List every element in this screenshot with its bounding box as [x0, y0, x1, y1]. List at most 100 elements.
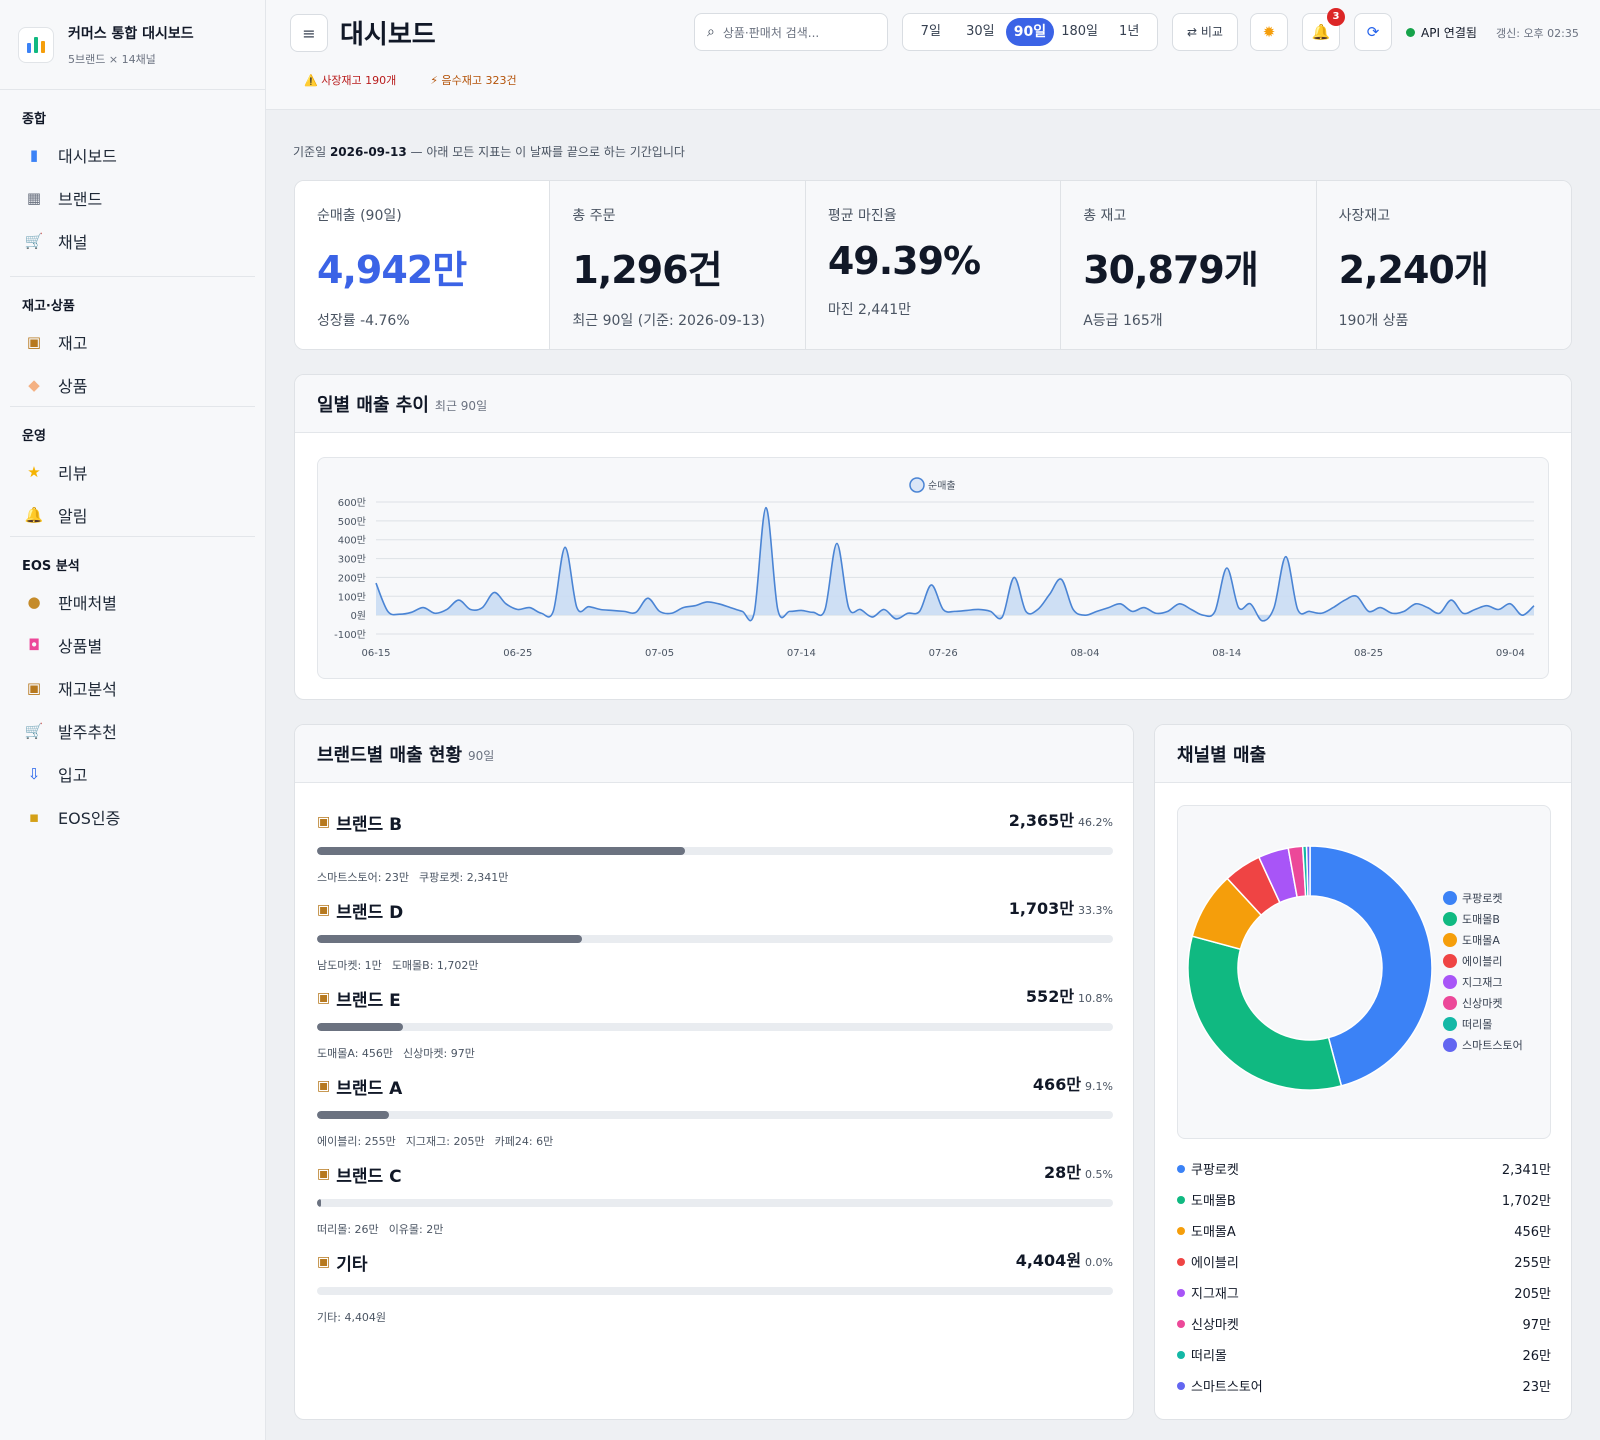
x-tick-label: 07-26	[929, 648, 958, 659]
range-option[interactable]: 30일	[966, 24, 995, 39]
sidebar-item[interactable]: ◆ 상품	[10, 363, 255, 406]
channel-amount: 97만	[1522, 1318, 1551, 1333]
legend-label: 지그재그	[1462, 976, 1502, 989]
channel-row[interactable]: 도매몰A 456만	[1177, 1215, 1551, 1246]
brand-row[interactable]: ▣ 브랜드 D 1,703만 33.3% 남도마켓: 1만 도매몰B: 1,702만	[317, 895, 1113, 973]
range-option[interactable]: 180일	[1061, 24, 1098, 39]
channel-row[interactable]: 도매몰B 1,702만	[1177, 1184, 1551, 1215]
sidebar-item[interactable]: ⇩ 입고	[10, 752, 255, 795]
brand-share-fill	[317, 846, 685, 855]
brand-name-label: 기타	[336, 1254, 368, 1275]
brand-percent: 33.3%	[1078, 904, 1113, 917]
sidebar-item[interactable]: 🛒 채널	[10, 219, 255, 262]
sidebar-item-label: 재고분석	[58, 679, 117, 699]
brand-row[interactable]: ▣ 기타 4,404원 0.0% 기타: 4,404원	[317, 1247, 1113, 1325]
sun-icon: ✹	[1262, 23, 1276, 41]
channel-row[interactable]: 신상마켓 97만	[1177, 1308, 1551, 1339]
box-icon: ▣	[317, 990, 331, 1006]
brand-name: ▣ 브랜드 B	[317, 810, 402, 835]
nav-section-heading: 재고·상품	[22, 299, 75, 314]
y-tick-label: 500만	[338, 516, 366, 528]
negative-stock-alert[interactable]: ⚡ 음수재고 323건	[430, 74, 517, 87]
nav-section: 재고·상품 ▣ 재고 ◆ 상품	[10, 276, 255, 406]
brand-name-label: 브랜드 E	[336, 990, 401, 1011]
kpi-card: 총 재고 30,879개 A등급 165개	[1061, 181, 1317, 349]
brand-percent: 46.2%	[1078, 816, 1113, 829]
inbox-icon: ⇩	[27, 764, 41, 783]
sidebar-item[interactable]: ◘ 상품별	[10, 623, 255, 666]
legend-label: 쿠팡로켓	[1462, 892, 1502, 905]
channel-row[interactable]: 스마트스토어 23만	[1177, 1370, 1551, 1401]
lock-icon: ▪	[28, 807, 40, 826]
y-tick-label: 0원	[350, 610, 366, 622]
range-option[interactable]: 90일	[1006, 18, 1054, 46]
refresh-button[interactable]: ⟳	[1354, 13, 1392, 51]
daily-sales-chart: 순매출 600만 500만 400만 300만 200만 100만 0원 -100만 06-15 0…	[317, 457, 1549, 679]
brand-row[interactable]: ▣ 브랜드 B 2,365만 46.2% 스마트스토어: 23만 쿠팡로켓: 2,341만	[317, 807, 1113, 885]
channel-row[interactable]: 쿠팡로켓 2,341만	[1177, 1153, 1551, 1184]
range-option[interactable]: 7일	[920, 24, 941, 39]
sidebar-item[interactable]: ▣ 재고	[10, 320, 255, 363]
compare-button[interactable]: ⇄ 비교	[1172, 13, 1238, 51]
card-title: 일별 매출 추이	[317, 394, 429, 416]
channel-name: 떠리몰	[1191, 1349, 1227, 1364]
donut-slice[interactable]	[1305, 845, 1311, 897]
breakdown-item: 기타: 4,404원	[317, 1310, 387, 1324]
search-input[interactable]: ⌕ 상품·판매처 검색...	[694, 13, 888, 51]
brand-name-label: 브랜드 A	[336, 1078, 403, 1099]
channel-sales-card: 채널별 매출 쿠팡로켓 도매몰B 도매몰A 에이블리 지그재그 신상마켓 떠리몰 스마트스토어…	[1154, 724, 1572, 1420]
nav-section: 종합 ▮ 대시보드 ▦ 브랜드 🛒 채널	[0, 90, 265, 276]
kpi-value: 49.39%	[827, 239, 981, 283]
brand-channel-breakdown: 남도마켓: 1만 도매몰B: 1,702만	[317, 957, 1113, 973]
nav-section-heading: 운영	[22, 429, 46, 444]
sidebar-item-label: EOS인증	[58, 808, 121, 828]
sidebar-item[interactable]: ★ 리뷰	[10, 450, 255, 493]
kpi-label: 총 주문	[572, 208, 616, 224]
channel-name: 스마트스토어	[1191, 1380, 1263, 1395]
channel-name: 지그재그	[1191, 1287, 1239, 1302]
channel-row[interactable]: 에이블리 255만	[1177, 1246, 1551, 1277]
dead-stock-alert[interactable]: ⚠️ 사장재고 190개	[304, 74, 397, 87]
kpi-card: 순매출 (90일) 4,942만 성장률 -4.76%	[295, 181, 551, 349]
page-title: 대시보드	[340, 20, 436, 50]
brand-row[interactable]: ▣ 브랜드 A 466만 9.1% 에이블리: 255만 지그재그: 205만 카페24: …	[317, 1071, 1113, 1149]
channel-donut-chart: 쿠팡로켓 도매몰B 도매몰A 에이블리 지그재그 신상마켓 떠리몰 스마트스토어	[1177, 805, 1551, 1139]
sidebar: 커머스 통합 대시보드 5브랜드 × 14채널 종합 ▮ 대시보드 ▦ 브랜드 🛒 채널 재고…	[0, 0, 266, 1440]
range-option[interactable]: 1년	[1119, 24, 1140, 39]
brand-amount: 28만 0.5%	[1044, 1159, 1113, 1183]
theme-toggle-button[interactable]: ✹	[1250, 13, 1288, 51]
donut-slice[interactable]	[1187, 935, 1343, 1091]
sidebar-item-label: 채널	[58, 232, 88, 252]
legend-label: 순매출	[928, 480, 956, 492]
sidebar-item[interactable]: 🔔 알림	[10, 493, 255, 536]
channel-row[interactable]: 지그재그 205만	[1177, 1277, 1551, 1308]
legend-swatch	[1443, 954, 1457, 968]
legend-swatch	[1443, 1017, 1457, 1031]
sidebar-item[interactable]: ● 판매처별	[10, 580, 255, 623]
kpi-value: 2,240개	[1338, 248, 1489, 292]
search-icon: ⌕	[707, 24, 715, 40]
app-brand[interactable]: 커머스 통합 대시보드 5브랜드 × 14채널	[0, 0, 265, 90]
brand-row[interactable]: ▣ 브랜드 C 28만 0.5% 떠리몰: 26만 이유몰: 2만	[317, 1159, 1113, 1237]
sidebar-item[interactable]: ▪ EOS인증	[10, 795, 255, 838]
breakdown-item: 스마트스토어: 23만	[317, 870, 410, 884]
notifications-button[interactable]: 🔔 3	[1302, 8, 1345, 51]
sidebar-item[interactable]: ▮ 대시보드	[10, 133, 255, 176]
brand-name: ▣ 브랜드 C	[317, 1162, 402, 1187]
brand-share-bar	[317, 1110, 1113, 1119]
sidebar-item[interactable]: 🛒 발주추천	[10, 709, 255, 752]
box-icon: ▣	[317, 1254, 331, 1270]
menu-toggle-button[interactable]: ≡	[290, 14, 328, 52]
channel-name: 도매몰B	[1191, 1194, 1236, 1209]
sidebar-item[interactable]: ▣ 재고분석	[10, 666, 255, 709]
sales-line	[375, 506, 1535, 622]
brand-channel-breakdown: 기타: 4,404원	[317, 1309, 1113, 1325]
sidebar-item[interactable]: ▦ 브랜드	[10, 176, 255, 219]
donut-slice[interactable]	[1309, 845, 1433, 1087]
brand-row[interactable]: ▣ 브랜드 E 552만 10.8% 도매몰A: 456만 신상마켓: 97만	[317, 983, 1113, 1061]
kpi-subtext: 최근 90일 (기준: 2026-09-13)	[572, 313, 765, 329]
channel-amount: 205만	[1514, 1287, 1551, 1302]
brand-name: ▣ 기타	[317, 1250, 368, 1275]
channel-row[interactable]: 떠리몰 26만	[1177, 1339, 1551, 1370]
channel-color-dot	[1177, 1319, 1185, 1328]
